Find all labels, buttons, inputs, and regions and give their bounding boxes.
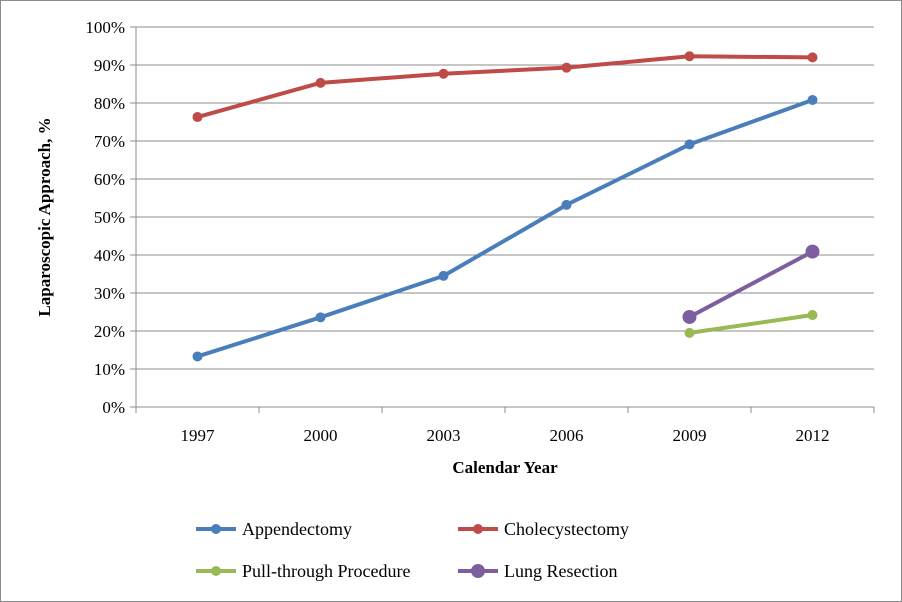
legend-label: Appendectomy — [242, 519, 352, 539]
series-layer — [192, 51, 820, 362]
y-tick-label: 30% — [94, 284, 125, 303]
data-point — [684, 139, 695, 150]
data-point — [684, 327, 695, 338]
data-point — [192, 351, 203, 362]
legend: Appendectomy Cholecystectomy Pull-through … — [196, 519, 629, 581]
y-tick-label: 80% — [94, 94, 125, 113]
x-axis-title: Calendar Year — [452, 458, 558, 477]
data-point — [807, 94, 818, 105]
y-tick-label: 90% — [94, 56, 125, 75]
y-tick-label: 20% — [94, 322, 125, 341]
x-tick-label: 2000 — [304, 426, 338, 445]
series-line — [687, 313, 815, 335]
data-point — [561, 62, 572, 73]
series-line — [195, 97, 815, 359]
y-tick-label: 100% — [85, 18, 125, 37]
x-tick-label: 1997 — [181, 426, 216, 445]
legend-item: Pull-through Procedure — [196, 561, 410, 581]
data-point — [684, 51, 695, 62]
legend-item: Cholecystectomy — [458, 519, 629, 539]
legend-swatch-marker — [471, 564, 485, 578]
y-tick-label: 40% — [94, 246, 125, 265]
series-appendectomy — [192, 94, 818, 362]
legend-swatch-marker — [211, 566, 221, 576]
x-tick-label: 2009 — [673, 426, 707, 445]
legend-label: Lung Resection — [504, 561, 617, 581]
data-point — [682, 309, 697, 324]
y-tick-label: 70% — [94, 132, 125, 151]
y-tick-label: 50% — [94, 208, 125, 227]
legend-item: Appendectomy — [196, 519, 352, 539]
legend-swatch-marker — [473, 524, 483, 534]
legend-label: Cholecystectomy — [504, 519, 629, 539]
y-tick-label: 0% — [102, 398, 125, 417]
legend-swatch-marker — [211, 524, 221, 534]
y-axis-title: Laparoscopic Approach, % — [35, 117, 54, 316]
y-tick-label: 10% — [94, 360, 125, 379]
y-tick-label: 60% — [94, 170, 125, 189]
data-point — [807, 310, 818, 321]
data-point — [438, 270, 449, 281]
data-point — [315, 77, 326, 88]
data-point — [438, 68, 449, 79]
data-point — [315, 312, 326, 323]
series-line — [195, 54, 815, 120]
x-tick-label: 2012 — [796, 426, 830, 445]
data-point — [805, 244, 820, 259]
legend-item: Lung Resection — [458, 561, 617, 581]
x-tick-label: 2003 — [427, 426, 461, 445]
series-lung-resection — [682, 244, 820, 324]
x-tick-label: 2006 — [550, 426, 584, 445]
series-pull-through-procedure — [684, 310, 818, 338]
legend-label: Pull-through Procedure — [242, 561, 410, 581]
gridlines — [136, 26, 874, 370]
series-line — [687, 249, 815, 319]
data-point — [561, 199, 572, 210]
data-point — [807, 52, 818, 63]
axis-ticks: 0% 10% 20% 30% 40% 50% 60% 70% 80% 90% 100% 1997 200… — [85, 18, 875, 445]
series-cholecystectomy — [192, 51, 818, 123]
data-point — [192, 112, 203, 123]
